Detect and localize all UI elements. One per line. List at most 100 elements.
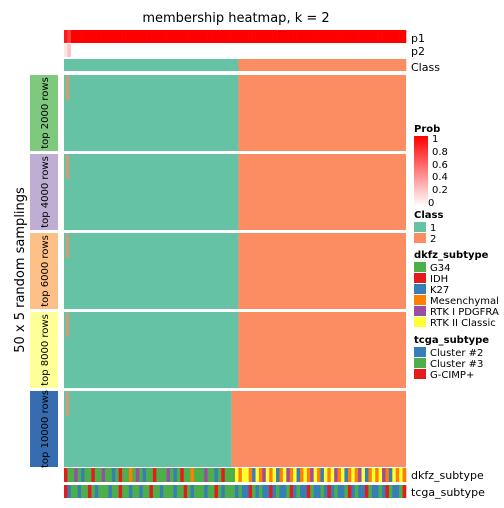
class-cell — [187, 59, 191, 71]
p2-cell — [64, 44, 68, 57]
p1-cell — [262, 30, 267, 43]
dkfz-cell — [214, 468, 219, 482]
dkfz-cell — [399, 468, 403, 482]
prob-tick-0.2: 0.2 — [432, 185, 448, 196]
p2-cell — [310, 44, 314, 57]
slice-class2-block — [238, 154, 406, 230]
p1-cell — [337, 30, 342, 43]
class-cell — [252, 59, 256, 71]
dkfz-cell — [111, 468, 116, 482]
p2-cell — [193, 44, 198, 57]
tcga-cell — [364, 485, 369, 498]
dkfz-cell — [81, 468, 85, 482]
p2-cell — [146, 44, 150, 57]
p2-cell — [224, 44, 229, 57]
p2-cell — [382, 44, 386, 57]
prob-legend-title: Prob — [414, 124, 440, 135]
class-cell — [128, 59, 133, 71]
p2-cell — [217, 44, 222, 57]
dkfz-cell — [183, 468, 188, 482]
top-annotations — [64, 30, 407, 71]
tcga-cell — [187, 485, 191, 498]
p1-cell — [173, 30, 178, 43]
class-cell — [402, 59, 407, 71]
class-cell — [156, 59, 161, 71]
p1-cell — [388, 30, 393, 43]
dkfz-cell — [293, 468, 297, 482]
dkfz-subtype-legend-label: Mesenchymal — [430, 296, 499, 307]
p1-cell — [200, 30, 205, 43]
tcga-subtype-legend-swatch — [414, 358, 426, 368]
p2-cell — [149, 44, 154, 57]
row-group-block — [30, 312, 58, 388]
dkfz-subtype-legend-label: G34 — [430, 263, 450, 274]
p1-cell — [323, 30, 328, 43]
p1-cell — [255, 30, 260, 43]
tcga-cell — [327, 485, 332, 498]
class-cell — [358, 59, 362, 71]
chart-title: membership heatmap, k = 2 — [142, 11, 329, 26]
p1-cell — [67, 30, 72, 43]
dkfz-cell — [105, 468, 109, 482]
class-legend: Class 12 — [414, 210, 443, 245]
class-legend-label: 2 — [430, 234, 436, 245]
class-cell — [255, 59, 260, 71]
dkfz-cell — [371, 468, 376, 482]
class-cell — [378, 59, 383, 71]
dkfz-cell — [231, 468, 236, 482]
p1-cell — [303, 30, 308, 43]
class-cell — [286, 59, 291, 71]
p1-cell — [310, 30, 314, 43]
slice-class1-block — [64, 391, 232, 467]
p1-cell — [269, 30, 273, 43]
tcga-cell — [248, 485, 253, 498]
tcga-cell — [74, 485, 78, 498]
class-cell — [81, 59, 85, 71]
class-cell — [115, 59, 120, 71]
dkfz-cell — [125, 468, 130, 482]
dkfz-cell — [276, 468, 280, 482]
tcga-subtype-legend-label: Cluster #3 — [430, 359, 483, 370]
p2-cell — [371, 44, 376, 57]
tcga-cell — [132, 485, 137, 498]
slice-noise-strip — [66, 234, 69, 258]
p2-cell — [132, 44, 137, 57]
tcga-cell — [262, 485, 267, 498]
tcga-cell — [84, 485, 89, 498]
p1-cell — [64, 30, 68, 43]
tcga-cell — [296, 485, 301, 498]
class-legend-swatch — [414, 222, 426, 232]
p2-cell — [135, 44, 140, 57]
p2-cell — [74, 44, 78, 57]
p2-cell — [252, 44, 256, 57]
p2-cell — [334, 44, 338, 57]
p2-cell — [306, 44, 311, 57]
p2-cell — [183, 44, 188, 57]
dkfz-cell — [108, 468, 113, 482]
p1-cell — [286, 30, 291, 43]
slice-noise-strip — [66, 313, 69, 337]
tcga-cell — [361, 485, 366, 498]
tcga-cell — [303, 485, 308, 498]
class-legend-swatch — [414, 233, 426, 243]
dkfz-cell — [115, 468, 120, 482]
slice-class2-block — [238, 312, 406, 388]
p2-label: p2 — [411, 45, 425, 58]
tcga-cell — [118, 485, 123, 498]
tcga-cell — [214, 485, 219, 498]
dkfz-cell — [382, 468, 386, 482]
dkfz-cell — [149, 468, 154, 482]
class-cell — [395, 59, 400, 71]
dkfz-cell — [296, 468, 301, 482]
p2-cell — [81, 44, 85, 57]
tcga-cell — [81, 485, 85, 498]
tcga-cell — [111, 485, 116, 498]
class-cell — [74, 59, 78, 71]
class-cell — [84, 59, 89, 71]
p2-cell — [211, 44, 215, 57]
class-cell — [159, 59, 164, 71]
p2-cell — [337, 44, 342, 57]
dkfz-cell — [323, 468, 328, 482]
p2-cell — [368, 44, 373, 57]
p2-cell — [388, 44, 393, 57]
